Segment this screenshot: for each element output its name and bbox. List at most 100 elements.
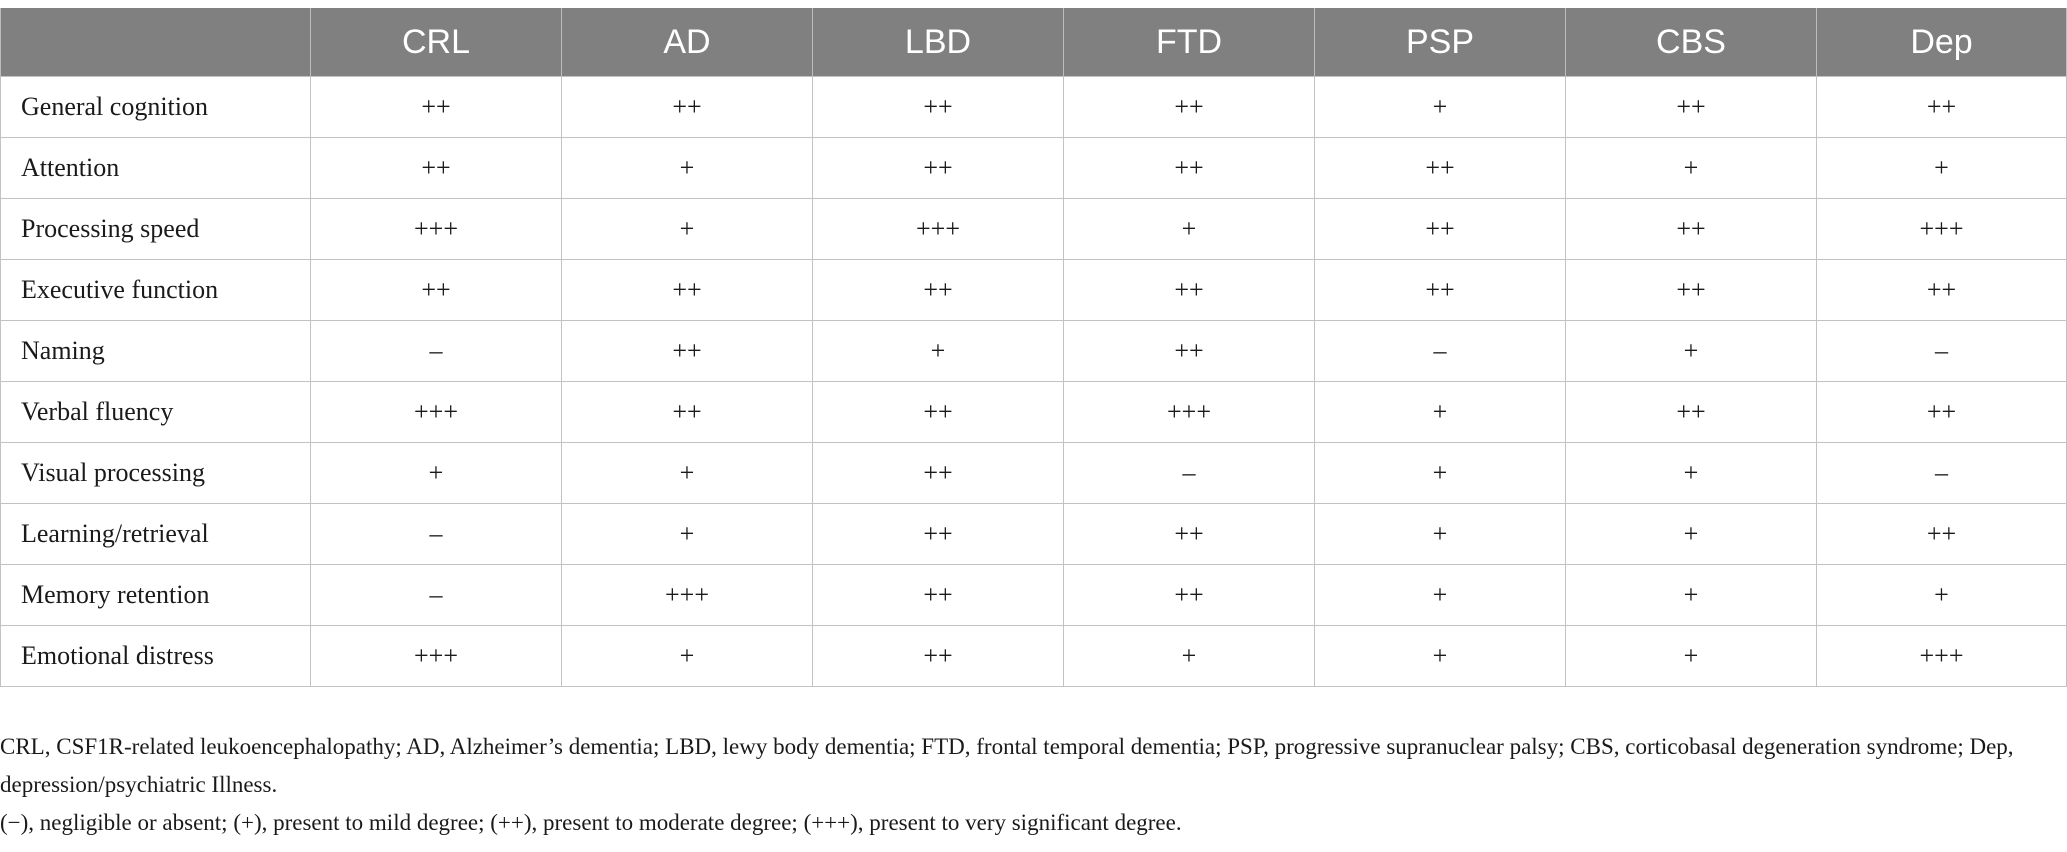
table-cell: ++ (812, 259, 1064, 321)
column-header: FTD (1063, 8, 1315, 77)
table-cell: – (310, 320, 562, 382)
column-header: AD (561, 8, 813, 77)
table-cell: ++ (1565, 381, 1817, 443)
table-cell: +++ (561, 564, 813, 626)
table-cell: ++ (310, 137, 562, 199)
table-cell: ++ (1314, 198, 1566, 260)
table-row: Learning/retrieval – + ++ ++ + + ++ (0, 503, 2067, 565)
column-header: CBS (1565, 8, 1817, 77)
table-cell: + (1816, 564, 2067, 626)
table-cell: ++ (812, 442, 1064, 504)
table-row: General cognition ++ ++ ++ ++ + ++ ++ (0, 76, 2067, 138)
table-cell: ++ (812, 625, 1064, 687)
table-row: Memory retention – +++ ++ ++ + + + (0, 564, 2067, 626)
table-cell: ++ (812, 137, 1064, 199)
row-label: Emotional distress (0, 625, 311, 687)
table-cell: ++ (812, 381, 1064, 443)
table-row: Executive function ++ ++ ++ ++ ++ ++ ++ (0, 259, 2067, 321)
table-cell: ++ (561, 320, 813, 382)
table-cell: – (310, 503, 562, 565)
table-cell: ++ (1816, 503, 2067, 565)
table-cell: ++ (1816, 259, 2067, 321)
row-label: Executive function (0, 259, 311, 321)
table-cell: +++ (310, 198, 562, 260)
table-cell: ++ (1816, 76, 2067, 138)
column-header: CRL (310, 8, 562, 77)
table-cell: ++ (1314, 259, 1566, 321)
table-cell: + (1565, 625, 1817, 687)
row-label: Attention (0, 137, 311, 199)
table-cell: +++ (1816, 625, 2067, 687)
table-cell: +++ (310, 381, 562, 443)
table-cell: + (561, 625, 813, 687)
table-row: Naming – ++ + ++ – + – (0, 320, 2067, 382)
table-cell: + (1314, 625, 1566, 687)
table-cell: + (1565, 503, 1817, 565)
table-cell: + (1314, 564, 1566, 626)
table-cell: ++ (1063, 503, 1315, 565)
table-cell: +++ (812, 198, 1064, 260)
table-cell: ++ (561, 381, 813, 443)
table-cell: ++ (1063, 76, 1315, 138)
table-cell: + (812, 320, 1064, 382)
table-cell: ++ (310, 259, 562, 321)
table-cell: + (561, 442, 813, 504)
row-label: Naming (0, 320, 311, 382)
row-label: Memory retention (0, 564, 311, 626)
table-cell: ++ (310, 76, 562, 138)
comparison-table: CRL AD LBD FTD PSP CBS Dep General cognition ++… (0, 8, 2067, 687)
table-cell: + (1314, 381, 1566, 443)
table-cell: + (310, 442, 562, 504)
table-cell: – (1816, 320, 2067, 382)
table-cell: + (1816, 137, 2067, 199)
table-cell: ++ (812, 503, 1064, 565)
table-cell: ++ (812, 76, 1064, 138)
column-header: PSP (1314, 8, 1566, 77)
table-cell: ++ (1314, 137, 1566, 199)
legend-footnote: (−), negligible or absent; (+), present … (0, 810, 1182, 835)
table-cell: + (1314, 76, 1566, 138)
table-cell: ++ (1565, 198, 1817, 260)
table-cell: +++ (1063, 381, 1315, 443)
table-cell: + (561, 503, 813, 565)
table-cell: + (1565, 137, 1817, 199)
table-cell: – (1816, 442, 2067, 504)
row-label: Verbal fluency (0, 381, 311, 443)
column-header: Dep (1816, 8, 2067, 77)
table-cell: + (1565, 320, 1817, 382)
abbreviations-footnote: CRL, CSF1R-related leukoencephalopathy; … (0, 734, 2014, 797)
table-cell: + (1063, 625, 1315, 687)
row-label: General cognition (0, 76, 311, 138)
header-corner-cell (0, 8, 311, 77)
table-cell: +++ (310, 625, 562, 687)
table-cell: + (1565, 564, 1817, 626)
table-cell: – (1314, 320, 1566, 382)
table-cell: ++ (1816, 381, 2067, 443)
column-header: LBD (812, 8, 1064, 77)
table-cell: ++ (1063, 137, 1315, 199)
row-label: Learning/retrieval (0, 503, 311, 565)
table-row: Attention ++ + ++ ++ ++ + + (0, 137, 2067, 199)
table-cell: ++ (561, 259, 813, 321)
table-row: Visual processing + + ++ – + + – (0, 442, 2067, 504)
table-cell: + (561, 137, 813, 199)
table-row: Verbal fluency +++ ++ ++ +++ + ++ ++ (0, 381, 2067, 443)
table-cell: ++ (812, 564, 1064, 626)
table-cell: – (1063, 442, 1315, 504)
table-cell: + (1063, 198, 1315, 260)
table-cell: ++ (1063, 320, 1315, 382)
table-cell: + (561, 198, 813, 260)
table-cell: ++ (1565, 259, 1817, 321)
table-row: Processing speed +++ + +++ + ++ ++ +++ (0, 198, 2067, 260)
table-cell: ++ (1063, 564, 1315, 626)
table-cell: +++ (1816, 198, 2067, 260)
table-cell: + (1314, 503, 1566, 565)
table-cell: + (1314, 442, 1566, 504)
table-cell: + (1565, 442, 1817, 504)
table-cell: ++ (561, 76, 813, 138)
table-row: Emotional distress +++ + ++ + + + +++ (0, 625, 2067, 687)
table-cell: ++ (1063, 259, 1315, 321)
row-label: Visual processing (0, 442, 311, 504)
row-label: Processing speed (0, 198, 311, 260)
table-cell: ++ (1565, 76, 1817, 138)
